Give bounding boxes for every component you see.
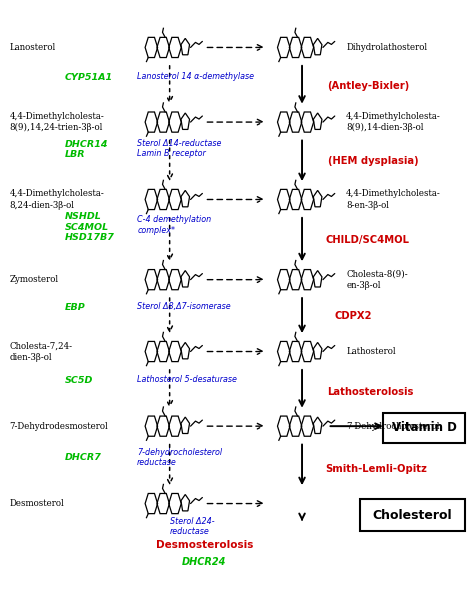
Text: EBP: EBP (65, 303, 86, 312)
Text: 7-Dehydrodesmosterol: 7-Dehydrodesmosterol (9, 422, 108, 431)
Text: (Antley-Bixler): (Antley-Bixler) (328, 81, 410, 91)
Text: 4,4-Dimethylcholesta-
8,24-dien-3β-ol: 4,4-Dimethylcholesta- 8,24-dien-3β-ol (9, 190, 104, 209)
Text: CYP51A1: CYP51A1 (65, 74, 113, 83)
Text: Cholesta-7,24-
dien-3β-ol: Cholesta-7,24- dien-3β-ol (9, 341, 73, 362)
Text: Desmosterol: Desmosterol (9, 499, 64, 508)
Text: Desmosterolosis: Desmosterolosis (156, 540, 253, 550)
Text: Sterol Δ8,Δ7-isomerase: Sterol Δ8,Δ7-isomerase (137, 301, 231, 311)
Text: DHCR7: DHCR7 (65, 453, 102, 462)
Text: SC5D: SC5D (65, 376, 93, 385)
Text: Lanosterol: Lanosterol (9, 43, 55, 52)
FancyBboxPatch shape (383, 413, 465, 443)
Text: Cholesta-8(9)-
en-3β-ol: Cholesta-8(9)- en-3β-ol (346, 270, 408, 289)
Text: Lathosterol: Lathosterol (346, 347, 396, 356)
Text: Cholesterol: Cholesterol (373, 509, 452, 521)
Text: 7-dehydrocholesterol
reductase: 7-dehydrocholesterol reductase (137, 448, 222, 468)
Text: 4,4-Dimethylcholesta-
8-en-3β-ol: 4,4-Dimethylcholesta- 8-en-3β-ol (346, 190, 441, 209)
Text: Dihydrolathosterol: Dihydrolathosterol (346, 43, 427, 52)
Text: Vitamin D: Vitamin D (392, 422, 456, 434)
Text: Sterol Δ14-reductase
Lamin B receptor: Sterol Δ14-reductase Lamin B receptor (137, 139, 221, 158)
Text: 4,4-Dimethylcholesta-
8(9),14,24-trien-3β-ol: 4,4-Dimethylcholesta- 8(9),14,24-trien-3… (9, 112, 104, 132)
Text: Smith-Lemli-Opitz: Smith-Lemli-Opitz (325, 464, 427, 474)
Text: Sterol Δ24-
reductase: Sterol Δ24- reductase (170, 517, 214, 536)
Text: DHCR14
LBR: DHCR14 LBR (65, 140, 109, 160)
Text: Zymosterol: Zymosterol (9, 275, 58, 284)
Text: Lathosterol 5-desaturase: Lathosterol 5-desaturase (137, 375, 237, 384)
Text: CDPX2: CDPX2 (335, 310, 372, 321)
Text: C-4 demethylation
complex*: C-4 demethylation complex* (137, 215, 211, 234)
Text: Lanosterol 14 α-demethylase: Lanosterol 14 α-demethylase (137, 72, 254, 81)
FancyBboxPatch shape (360, 499, 465, 531)
Text: Lathosterolosis: Lathosterolosis (328, 387, 414, 397)
Text: (HEM dysplasia): (HEM dysplasia) (328, 156, 418, 166)
Text: 7-Dehydrocholesterol: 7-Dehydrocholesterol (346, 422, 440, 431)
Text: CHILD/SC4MOL: CHILD/SC4MOL (325, 235, 409, 245)
Text: NSHDL
SC4MOL
HSD17B7: NSHDL SC4MOL HSD17B7 (65, 212, 115, 242)
Text: 4,4-Dimethylcholesta-
8(9),14-dien-3β-ol: 4,4-Dimethylcholesta- 8(9),14-dien-3β-ol (346, 112, 441, 132)
Text: DHCR24: DHCR24 (182, 557, 227, 567)
